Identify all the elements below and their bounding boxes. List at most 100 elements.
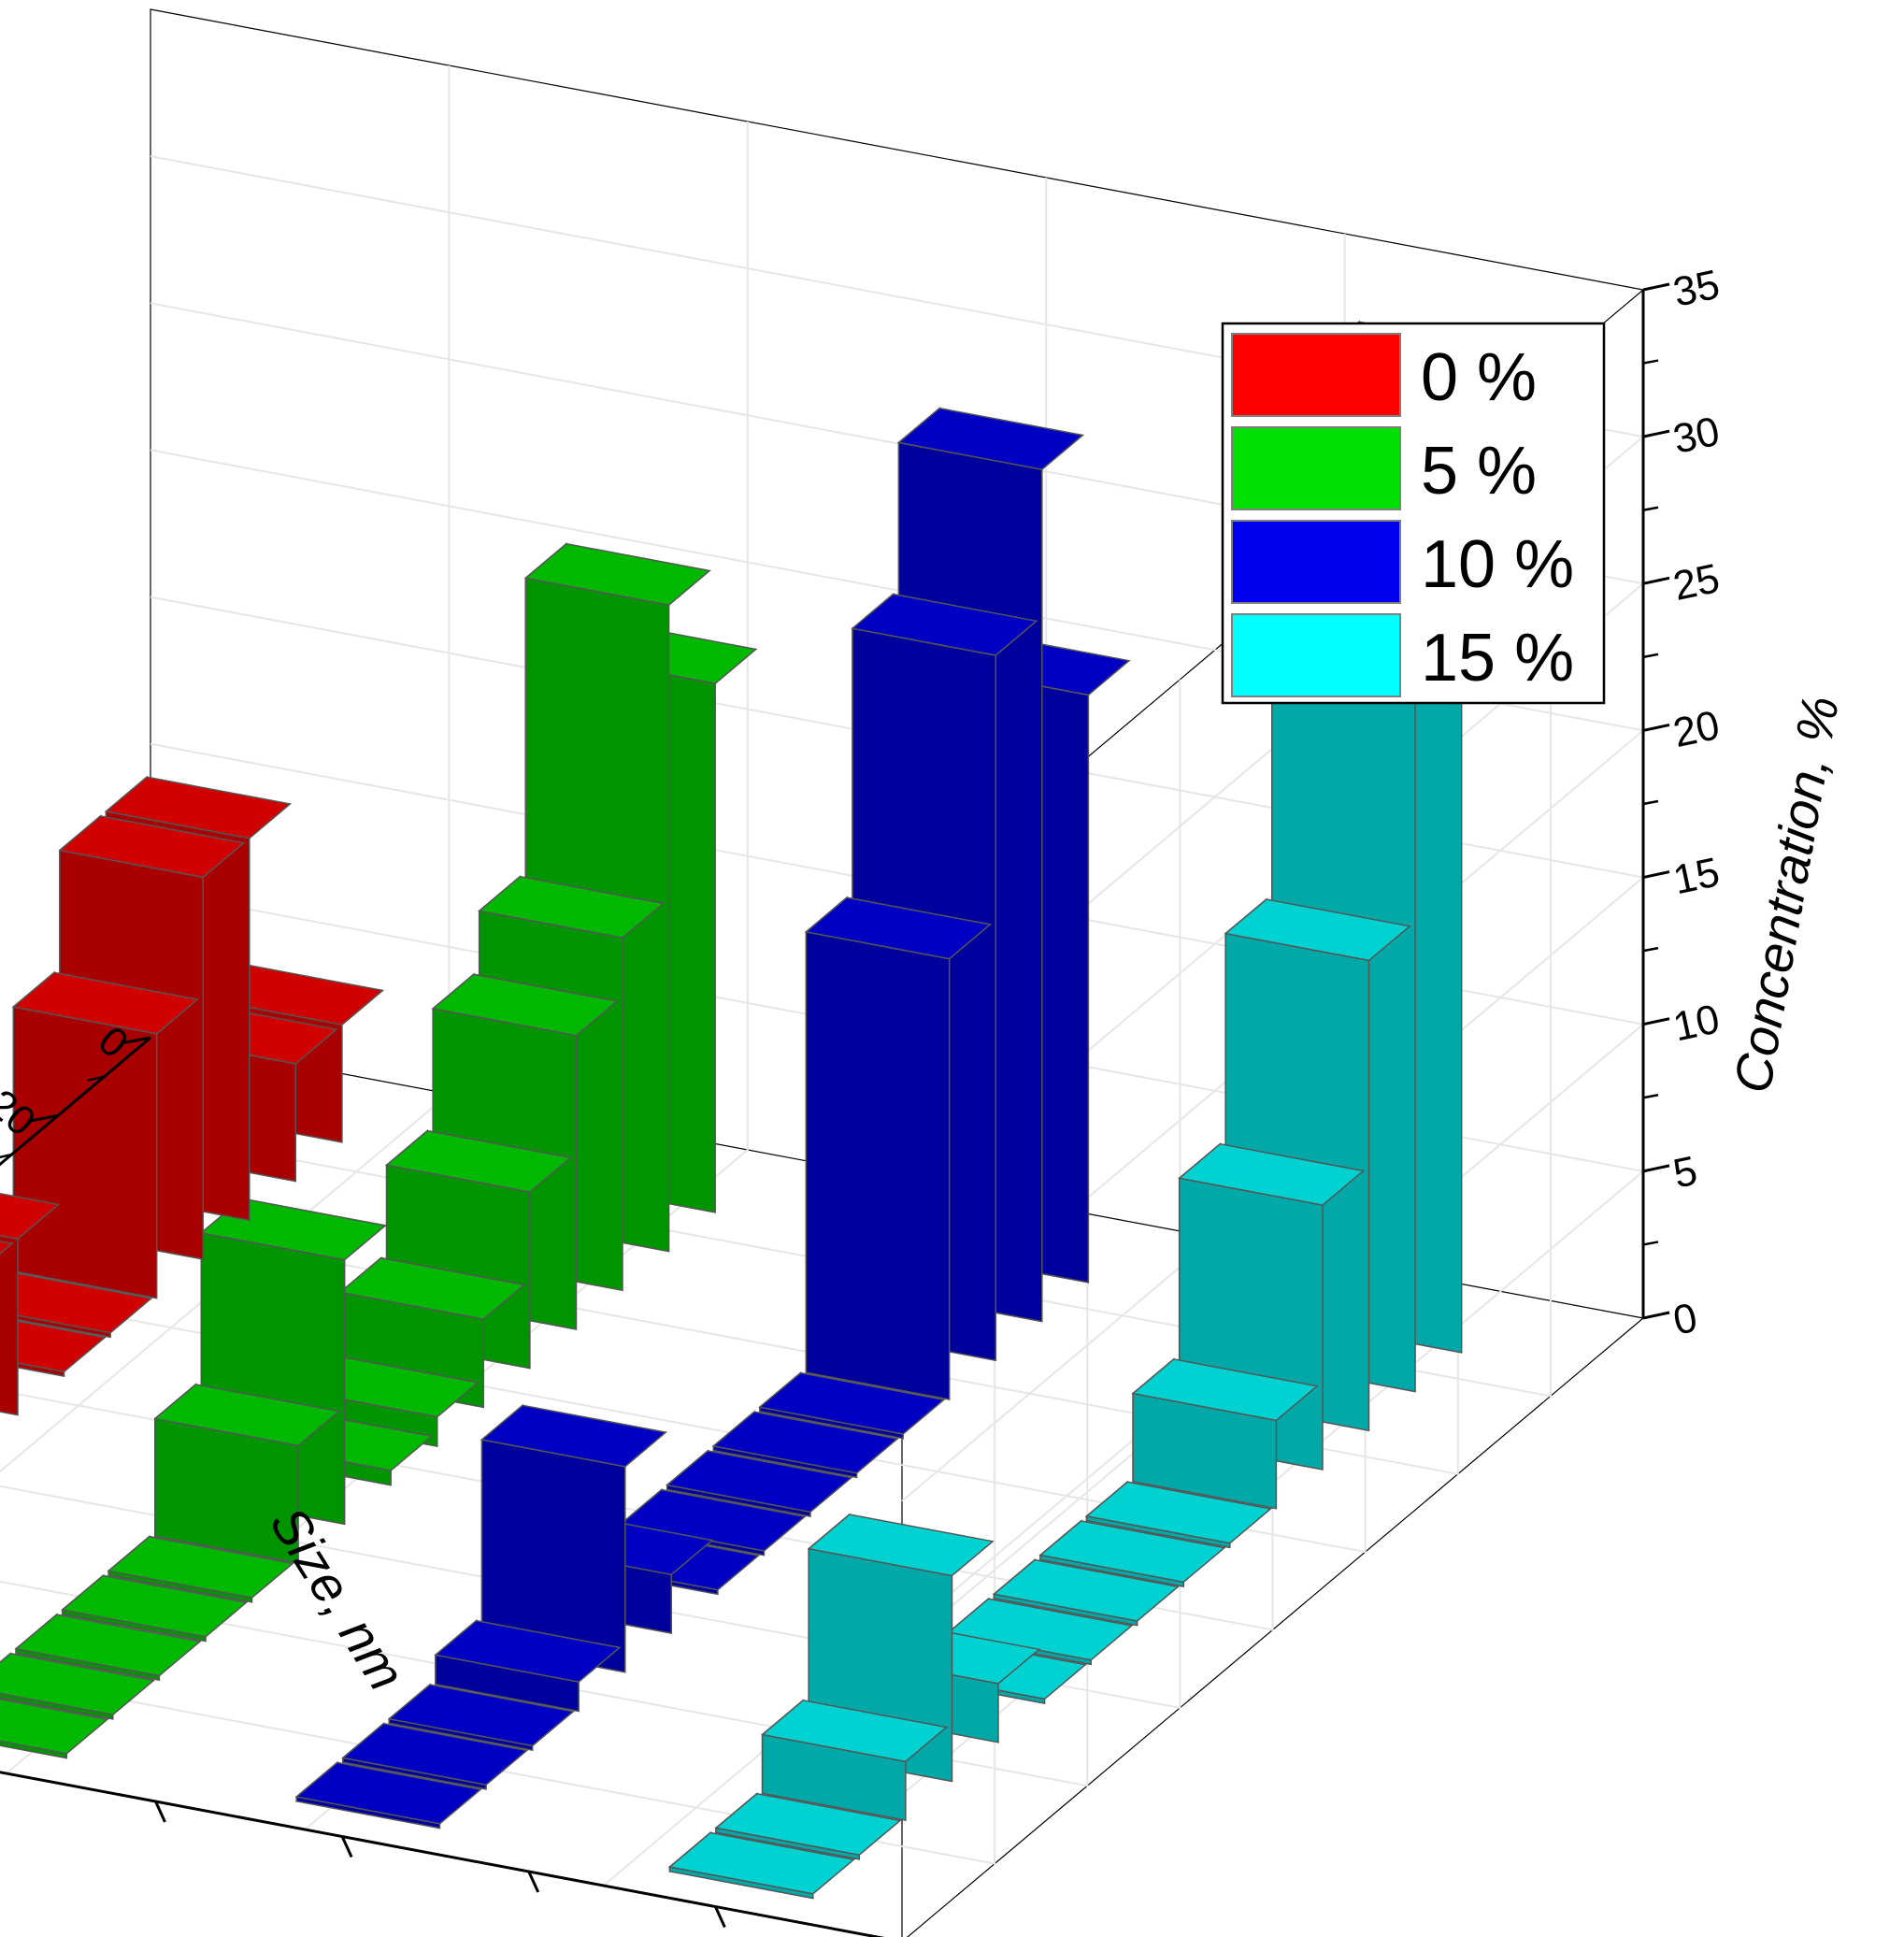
legend-label-1: 5 %: [1421, 434, 1537, 509]
z-tick-label: 20: [1669, 702, 1724, 756]
bar-2-5: [711, 1410, 899, 1479]
bar-top: [667, 1831, 856, 1895]
bar-top: [0, 1240, 14, 1255]
bar-top: [1084, 1481, 1273, 1544]
z-tick: [1642, 1017, 1670, 1026]
bar-1-13: [0, 1652, 156, 1720]
z-tick: [1642, 429, 1670, 438]
bar-top: [0, 1192, 61, 1241]
z-tick: [1642, 1311, 1670, 1320]
z-axis-title: Concentration, %: [1722, 692, 1850, 1098]
bar-top: [431, 973, 619, 1037]
bar-top: [714, 1792, 902, 1857]
depth-tick: [340, 1835, 353, 1858]
legend-swatch-3: [1231, 613, 1401, 697]
bar-top: [760, 1699, 949, 1763]
z-minor-tick: [1642, 1094, 1659, 1099]
z-tick: [1642, 1164, 1670, 1173]
bar-top: [341, 1722, 529, 1786]
x-minor-tick: [87, 1075, 105, 1082]
bar-top: [992, 1558, 1180, 1622]
z-tick: [1642, 576, 1670, 585]
bar-top: [523, 542, 711, 607]
depth-tick: [714, 1905, 726, 1929]
z-tick: [1642, 723, 1670, 732]
legend-swatch-1: [1231, 426, 1401, 510]
bar-2-3: [804, 896, 992, 1400]
bar-top: [384, 1129, 573, 1193]
z-tick-label: 35: [1669, 262, 1724, 316]
bar-1-10: [107, 1534, 294, 1603]
chart-bars: [0, 320, 1504, 1900]
legend-label-2: 10 %: [1421, 527, 1574, 602]
bar-top: [758, 1371, 946, 1435]
bar-top: [153, 1384, 341, 1447]
bar-top: [1131, 1358, 1319, 1422]
series-1: [0, 542, 758, 1759]
bar-front: [0, 1234, 19, 1416]
z-tick-label: 25: [1669, 555, 1724, 610]
legend-swatch-2: [1231, 520, 1401, 604]
bar-top: [0, 1270, 153, 1334]
bar-3-6: [1038, 1519, 1226, 1588]
bar-top: [61, 1574, 249, 1638]
bar-2-4: [758, 1370, 946, 1440]
x-axis-title: Size, nm: [259, 1497, 417, 1700]
z-tick-label: 30: [1669, 409, 1724, 463]
bar-3-4: [1131, 1357, 1319, 1510]
z-minor-tick: [1642, 653, 1659, 659]
z-tick-label: 10: [1669, 996, 1724, 1050]
bar-top: [0, 1652, 156, 1716]
z-minor-tick: [1642, 946, 1659, 953]
bar-front: [0, 1740, 68, 1759]
z-tick-label: 15: [1669, 849, 1724, 903]
chart-axes: 02040608010012014016005101520253035: [0, 262, 1724, 1937]
bar-0-8: [0, 1240, 14, 1255]
legend: 0 % 5 % 10 % 15 %: [1221, 322, 1606, 705]
bar-top: [11, 971, 199, 1035]
legend-swatch-0: [1231, 333, 1401, 417]
bar-top: [896, 407, 1085, 471]
bar-1-11: [61, 1573, 249, 1643]
x-tick: [120, 1036, 151, 1045]
z-tick: [1642, 870, 1670, 880]
x-minor-tick: [0, 1153, 12, 1159]
series-2: [294, 407, 1131, 1829]
bar-3-13: [714, 1792, 902, 1860]
bar-1-12: [14, 1613, 202, 1682]
bar-top: [851, 593, 1038, 656]
bar-top: [434, 1619, 622, 1683]
z-tick: [1642, 282, 1670, 292]
bar-top: [294, 1761, 482, 1825]
z-tick-label: 0: [1669, 1295, 1701, 1344]
bar-top: [711, 1411, 899, 1474]
bar-top: [107, 1535, 294, 1599]
bar-1-14: [0, 1698, 109, 1759]
bar-2-10: [480, 1403, 668, 1673]
bar-front: [0, 1692, 114, 1720]
bar-2-6: [666, 1449, 853, 1518]
bar-2-14: [294, 1760, 482, 1829]
bar-top: [387, 1684, 575, 1747]
bar-3-7: [992, 1557, 1180, 1627]
z-minor-tick: [1642, 799, 1659, 806]
bar-top: [804, 897, 992, 960]
x-tick: [27, 1113, 59, 1123]
z-minor-tick: [1642, 1241, 1659, 1246]
z-minor-tick: [1642, 506, 1659, 511]
bar-2-13: [341, 1722, 529, 1790]
z-minor-tick: [1642, 359, 1659, 365]
bar-top: [0, 1698, 109, 1755]
bar-top: [478, 875, 666, 940]
series-0: [0, 775, 385, 1416]
x-axis-line: [0, 1036, 151, 1167]
bar-top: [58, 815, 246, 879]
bar-0-7: [0, 1192, 61, 1416]
bar-3-14: [667, 1830, 856, 1900]
bar-top: [14, 1614, 202, 1677]
bar-top: [1178, 1142, 1366, 1206]
z-tick-label: 5: [1669, 1148, 1701, 1198]
bar-top: [104, 776, 293, 839]
legend-label-3: 15 %: [1421, 621, 1574, 696]
